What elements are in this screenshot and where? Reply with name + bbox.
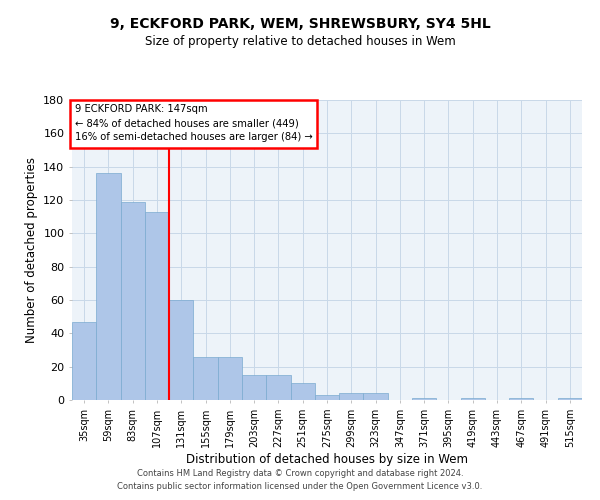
Bar [315,395,339,400]
Text: Contains HM Land Registry data © Crown copyright and database right 2024.: Contains HM Land Registry data © Crown c… [137,468,463,477]
Bar [96,174,121,400]
Text: 9 ECKFORD PARK: 147sqm
← 84% of detached houses are smaller (449)
16% of semi-de: 9 ECKFORD PARK: 147sqm ← 84% of detached… [74,104,313,142]
Bar [218,356,242,400]
Bar [509,398,533,400]
Bar [461,398,485,400]
Bar [169,300,193,400]
Bar [193,356,218,400]
Bar [145,212,169,400]
Bar [412,398,436,400]
Y-axis label: Number of detached properties: Number of detached properties [25,157,38,343]
Text: Contains public sector information licensed under the Open Government Licence v3: Contains public sector information licen… [118,482,482,491]
X-axis label: Distribution of detached houses by size in Wem: Distribution of detached houses by size … [186,452,468,466]
Bar [558,398,582,400]
Text: Size of property relative to detached houses in Wem: Size of property relative to detached ho… [145,35,455,48]
Bar [266,375,290,400]
Bar [242,375,266,400]
Text: 9, ECKFORD PARK, WEM, SHREWSBURY, SY4 5HL: 9, ECKFORD PARK, WEM, SHREWSBURY, SY4 5H… [110,18,490,32]
Bar [72,322,96,400]
Bar [364,394,388,400]
Bar [121,202,145,400]
Bar [290,384,315,400]
Bar [339,394,364,400]
